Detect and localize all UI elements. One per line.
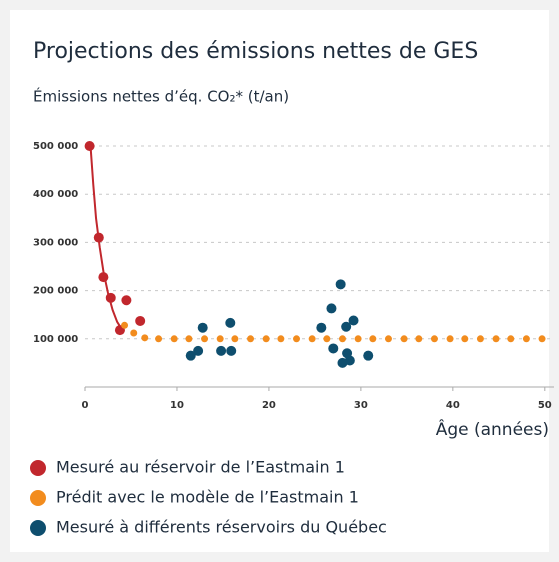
point [293,335,301,343]
point [384,335,392,343]
chart-title: Projections des émissions nettes de GES [33,39,478,64]
x-tick-label: 0 [82,400,89,411]
x-tick-label: 40 [446,400,460,411]
y-tick-label: 400 000 [33,189,78,200]
legend-label: Mesuré au réservoir de l’Eastmain 1 [56,458,345,477]
point [354,335,362,343]
point [344,355,355,366]
x-tick-label: 20 [262,400,276,411]
x-tick-label: 30 [354,400,368,411]
y-tick-label: 100 000 [33,334,78,345]
point [326,303,337,314]
legend-label: Mesuré à différents réservoirs du Québec [56,518,387,537]
point [400,335,408,343]
point [316,322,327,333]
legend-marker [30,490,46,506]
point [193,345,204,356]
legend-marker [30,460,46,476]
point [155,335,163,343]
x-tick-label: 10 [170,400,184,411]
point [348,315,359,326]
point [461,335,469,343]
point [538,335,546,343]
point [121,321,129,329]
point [141,334,149,342]
point [415,335,423,343]
point [185,350,196,361]
point [130,329,138,337]
y-tick-label: 200 000 [33,286,78,297]
point [369,335,377,343]
x-tick-label: 50 [538,400,552,411]
point [231,335,239,343]
point [84,141,95,151]
fit-curve [89,145,123,330]
point [226,345,237,356]
point [135,315,146,326]
point [225,317,236,328]
point [507,335,515,343]
point [335,279,346,290]
point [341,321,352,332]
legend-label: Prédit avec le modèle de l’Eastmain 1 [56,488,359,507]
legend-marker [30,520,46,536]
point [323,335,331,343]
y-tick-label: 500 000 [33,141,78,152]
point [446,335,454,343]
point [121,295,132,306]
point [308,335,316,343]
card [10,10,549,552]
point [277,335,285,343]
point [98,272,109,283]
point [201,335,209,343]
point [338,335,346,343]
point [262,335,270,343]
point [197,322,208,333]
point [476,335,484,343]
point [185,335,193,343]
point [216,345,227,356]
point [363,350,374,361]
point [93,232,104,243]
point [216,335,224,343]
y-axis-label: Émissions nettes d’éq. CO₂* (t/an) [33,87,289,106]
y-tick-label: 300 000 [33,237,78,248]
x-axis-label: Âge (années) [436,418,549,440]
point [328,343,339,354]
point [430,335,438,343]
point [247,335,255,343]
point [522,335,530,343]
point [492,335,500,343]
point [170,335,178,343]
point [105,292,116,303]
